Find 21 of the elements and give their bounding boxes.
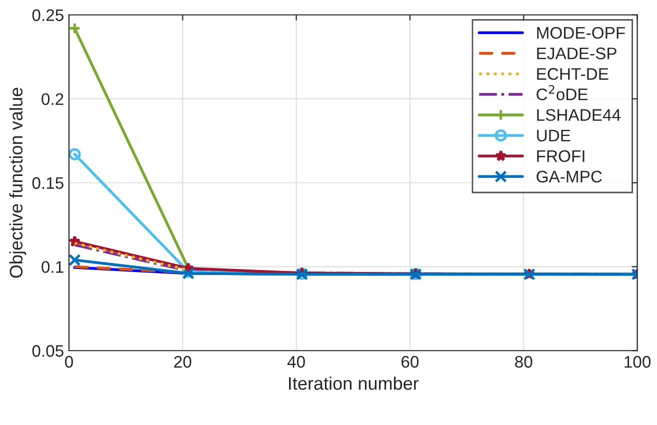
y-tick-label: 0.2 — [42, 93, 64, 106]
legend-label: ECHT-DE — [537, 68, 608, 80]
legend-label: UDE — [537, 130, 570, 142]
y-tick-label: 0.1 — [42, 261, 64, 273]
y-tick-label: 0.05 — [32, 345, 64, 357]
y-axis-title: Objective function value — [9, 88, 26, 278]
x-tick-label: 100 — [624, 356, 651, 368]
x-tick-label: 40 — [287, 356, 305, 368]
x-axis-title: Iteration number — [289, 376, 419, 390]
x-tick-label: 20 — [174, 356, 192, 368]
x-tick-label: 80 — [515, 356, 532, 368]
x-tick-label: 60 — [402, 356, 419, 368]
legend-label: LSHADE44 — [537, 109, 621, 121]
y-tick-label: 0.25 — [32, 9, 64, 22]
legend-label: EJADE-SP — [537, 48, 616, 60]
y-tick-label: 0.15 — [32, 177, 64, 189]
legend-label: C$^{2}$oDE — [536, 85, 588, 100]
legend-label: GA-MPC — [536, 170, 602, 183]
legend-label: MODE-OPF — [537, 26, 625, 39]
legend-label: FROFI — [537, 150, 584, 162]
x-tick-label: 0 — [65, 356, 73, 368]
